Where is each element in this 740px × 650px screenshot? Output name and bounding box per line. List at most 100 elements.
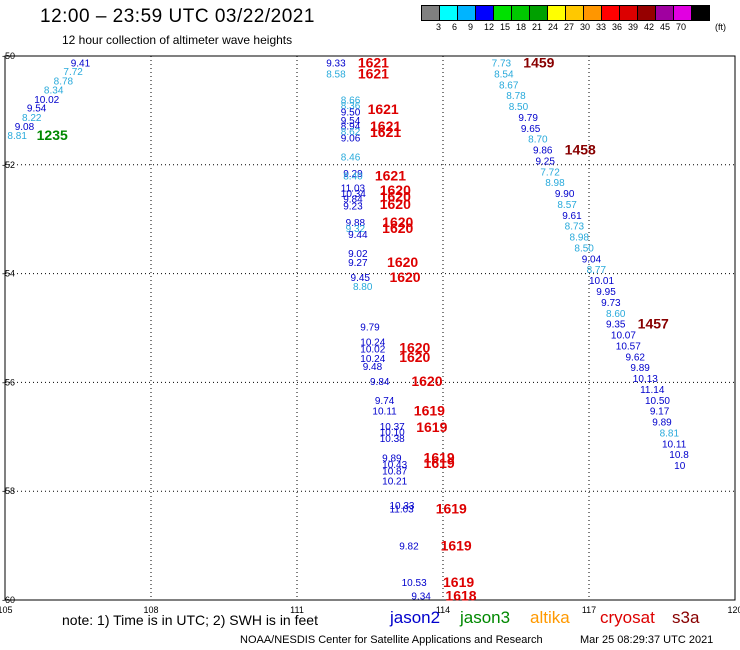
pass-time-label: 1620 — [411, 373, 442, 389]
wave-height-value: 9.82 — [399, 542, 419, 553]
wave-height-value: 7.72 — [63, 67, 83, 78]
wave-height-value: 8.66 — [341, 96, 361, 107]
pass-time-label: 1620 — [380, 196, 411, 212]
legend-label: 9 — [468, 22, 474, 32]
wave-height-value: 8.98 — [570, 233, 590, 244]
pass-time-label: 1458 — [565, 142, 596, 158]
wave-height-value: 8.57 — [557, 200, 577, 211]
wave-height-value: 11.03 — [341, 184, 366, 195]
wave-height-value: 10.57 — [616, 341, 641, 352]
generation-timestamp: Mar 25 08:29:37 UTC 2021 — [580, 634, 714, 646]
wave-height-value: 7.73 — [492, 59, 512, 70]
wave-height-value: 9.61 — [562, 211, 582, 222]
wave-height-value: 9.45 — [351, 273, 371, 284]
wave-height-value: 9.32 — [346, 224, 366, 235]
wave-height-value: 8.94 — [341, 122, 361, 133]
pass-time-label: 1619 — [443, 574, 474, 590]
wave-height-value: 9.02 — [348, 249, 368, 260]
wave-height-value: 10.10 — [380, 427, 405, 438]
wave-height-value: 10.11 — [372, 407, 397, 418]
map-title: 12:00 – 23:59 UTC 03/22/2021 — [40, 6, 315, 27]
wave-height-value: 8.60 — [606, 309, 626, 320]
wave-height-value: 10.13 — [633, 374, 658, 385]
wave-height-value: 9.29 — [343, 169, 363, 180]
wave-height-value: 9.86 — [533, 146, 553, 157]
wave-height-value: 10 — [674, 461, 686, 472]
wave-height-value: 9.73 — [601, 298, 621, 309]
wave-height-value: 10.34 — [341, 189, 366, 200]
pass-time-label: 1457 — [638, 316, 669, 332]
wave-height-value: 10.24 — [360, 354, 385, 365]
pass-time-label: 1620 — [399, 340, 430, 356]
legend-label: 70 — [676, 22, 687, 32]
wave-height-value: 9.89 — [630, 363, 650, 374]
wave-height-value: 9.04 — [582, 254, 602, 265]
wave-height-value: 8.50 — [574, 243, 594, 254]
wave-height-value: 9.74 — [375, 396, 395, 407]
wave-height-value: 10.87 — [382, 467, 407, 478]
pass-time-label: 1620 — [382, 220, 413, 236]
lon-tick-label: 108 — [143, 605, 158, 615]
wave-height-value: 9.44 — [348, 230, 368, 241]
wave-height-value: 8.73 — [565, 222, 585, 233]
wave-height-value: 8.80 — [353, 282, 373, 293]
credit-line: NOAA/NESDIS Center for Satellite Applica… — [240, 634, 543, 646]
pass-time-label: 1619 — [414, 403, 445, 419]
wave-height-value: 9.41 — [71, 59, 91, 70]
wave-height-value: 10.11 — [662, 439, 687, 450]
lat-tick-label: -56 — [2, 377, 15, 387]
legend-label: 42 — [644, 22, 655, 32]
wave-height-value: 9.79 — [518, 113, 538, 124]
wave-height-value: 10.02 — [34, 95, 59, 106]
legend-unit: (ft) — [715, 22, 726, 32]
wave-height-value: 9.48 — [363, 362, 383, 373]
pass-time-label: 1620 — [399, 349, 430, 365]
wave-height-value: 8.78 — [54, 76, 74, 87]
lon-tick-label: 117 — [582, 605, 596, 615]
satellite-cryosat: cryosat — [600, 608, 655, 627]
wave-height-value: 10.50 — [645, 396, 670, 407]
wave-height-value: 8.54 — [494, 69, 514, 80]
pass-time-label: 1619 — [416, 419, 447, 435]
wave-height-value: 8.50 — [509, 102, 529, 113]
map-subtitle: 12 hour collection of altimeter wave hei… — [62, 33, 293, 47]
pass-time-label: 1620 — [387, 254, 418, 270]
wave-height-value: 8.98 — [545, 178, 565, 189]
legend-label: 45 — [660, 22, 671, 32]
wave-height-value: 8.77 — [587, 265, 607, 276]
wave-height-value: 11.03 — [389, 505, 414, 516]
satellite-jason3: jason3 — [460, 608, 511, 627]
wave-height-value: 8.34 — [44, 86, 64, 97]
pass-time-label: 1621 — [375, 168, 406, 184]
wave-height-value: 9.62 — [626, 352, 646, 363]
pass-time-label: 1619 — [424, 449, 455, 465]
wave-height-value: 8.81 — [7, 131, 27, 142]
wave-height-value: 9.89 — [652, 418, 672, 429]
wave-height-value: 8.22 — [22, 113, 42, 124]
lat-tick-label: -52 — [2, 160, 15, 170]
wave-height-value: 9.89 — [382, 453, 402, 464]
legend-label: 27 — [564, 22, 575, 32]
wave-height-value: 8.67 — [499, 80, 519, 91]
wave-height-value: 9.95 — [596, 287, 616, 298]
wave-height-value: 7.72 — [540, 167, 560, 178]
satellite-s3a: s3a — [672, 608, 700, 627]
pass-time-label: 1619 — [441, 538, 472, 554]
wave-height-value: 10.01 — [589, 276, 614, 287]
pass-time-label: 1620 — [382, 214, 413, 230]
pass-time-label: 1620 — [389, 269, 420, 285]
wave-height-value: 11.14 — [640, 385, 665, 396]
lon-tick-label: 105 — [0, 605, 13, 615]
pass-time-label: 1621 — [358, 55, 389, 71]
wave-height-value: 10.38 — [380, 434, 405, 445]
wave-height-value: 9.35 — [606, 320, 626, 331]
pass-time-label: 1235 — [37, 127, 68, 143]
pass-time-label: 1621 — [358, 65, 389, 81]
wave-height-value: 9.25 — [535, 156, 555, 167]
wave-height-value: 10.07 — [611, 331, 636, 342]
wave-height-value: 10.8 — [669, 450, 689, 461]
legend-label: 15 — [500, 22, 511, 32]
wave-height-value: 9.84 — [343, 195, 363, 206]
lon-tick-label: 114 — [436, 605, 450, 615]
